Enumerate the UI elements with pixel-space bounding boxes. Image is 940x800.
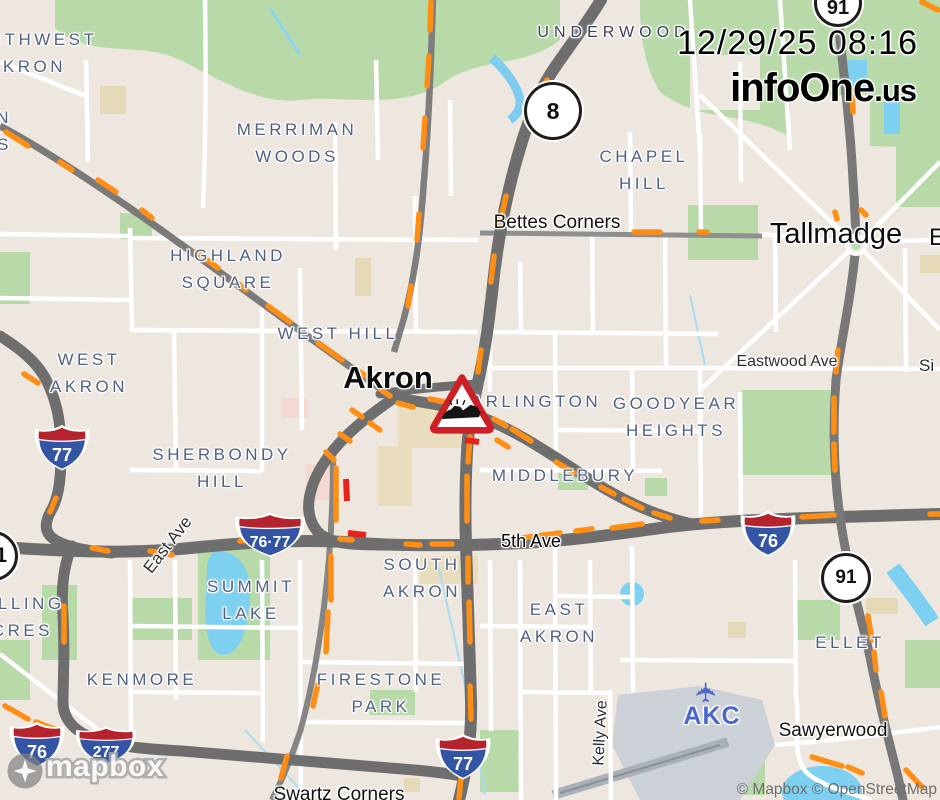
route-shield-91-south: 91	[821, 553, 871, 603]
street-label-kelly-ave: Kelly Ave	[590, 699, 611, 767]
svg-text:76: 76	[758, 531, 778, 551]
neighborhood-label-middlebury: MIDDLEBURY	[491, 466, 639, 485]
place-label-sawyerwood: Sawyerwood	[778, 720, 888, 741]
mapbox-logo-icon[interactable]	[6, 752, 44, 790]
neighborhood-label-south-akron: SOUTH AKRON	[383, 555, 461, 601]
airport-label-akc: AKC	[683, 702, 741, 730]
neighborhood-label-arlington: ARLINGTON	[470, 392, 602, 411]
airplane-icon: ✈	[691, 680, 722, 704]
interstate-shield-277: 277	[74, 722, 138, 769]
svg-text:mapbox: mapbox	[46, 750, 164, 783]
svg-text:77: 77	[453, 754, 473, 774]
svg-text:76·77: 76·77	[250, 534, 291, 551]
neighborhood-label-rolling-acres: ROLLING ACRES	[0, 594, 65, 640]
place-label-bettes-corners: Bettes Corners	[493, 212, 621, 233]
interstate-shield-77-south: 77	[435, 733, 491, 780]
neighborhood-label-edge-fragment-west: N S	[0, 108, 12, 154]
city-label-akron: Akron	[343, 360, 433, 395]
city-label-tallmadge: Tallmadge	[769, 218, 903, 250]
map-attribution[interactable]: © Mapbox © OpenStreetMap	[736, 781, 937, 798]
traffic-heavy	[343, 437, 480, 538]
infoone-logo: infoOne.us	[730, 66, 917, 111]
airport-area	[551, 686, 775, 800]
neighborhood-label-west-akron: WEST AKRON	[50, 350, 128, 396]
infoone-logo-suffix: .us	[874, 73, 917, 108]
interstate-shield-77-west: 77	[34, 424, 90, 471]
neighborhood-label-kenmore: KENMORE	[86, 670, 198, 689]
interstate-shield-76-77: 76·77	[233, 511, 307, 558]
svg-text:277: 277	[93, 744, 120, 761]
tallmadge-circle	[845, 234, 867, 256]
neighborhood-label-ellet: ELLET	[815, 633, 885, 652]
neighborhood-label-east-akron: EAST AKRON	[520, 600, 598, 646]
timestamp: 12/29/25 08:16	[677, 24, 918, 62]
mapbox-wordmark[interactable]: mapbox	[44, 745, 204, 792]
route-shield-8: 8	[524, 82, 582, 140]
place-label-swartz-corners: Swartz Corners	[273, 784, 405, 800]
neighborhood-label-firestone-park: FIRESTONE PARK	[316, 670, 446, 716]
street-label-eastwood-ave: Eastwood Ave	[736, 353, 838, 370]
neighborhood-label-sherbondy-hill: SHERBONDY HILL	[152, 445, 292, 491]
neighborhood-label-highland-square: HIGHLAND SQUARE	[170, 246, 286, 292]
place-label-edge-fragment-east: E	[929, 224, 940, 251]
neighborhood-label-northwest-akron: NORTHWEST AKRON	[0, 30, 98, 76]
neighborhood-label-merriman-woods: MERRIMAN WOODS	[236, 120, 358, 166]
neighborhood-label-west-hill: WEST HILL	[277, 324, 399, 343]
street-label-edge-fragment-si: Si	[919, 356, 935, 375]
neighborhood-label-chapel-hill: CHAPEL HILL	[599, 147, 689, 193]
infoone-logo-main: infoOne	[730, 66, 875, 110]
crash-incident-marker[interactable]	[429, 372, 495, 434]
interstate-shield-76-east: 76	[740, 510, 796, 557]
svg-text:77: 77	[52, 445, 72, 465]
street-label-5th-ave: 5th Ave	[501, 531, 561, 551]
neighborhood-label-goodyear-heights: GOODYEAR HEIGHTS	[612, 394, 740, 440]
neighborhood-label-summit-lake: SUMMIT LAKE	[206, 577, 296, 623]
town-label-underwood: UNDERWOOD	[537, 24, 691, 41]
